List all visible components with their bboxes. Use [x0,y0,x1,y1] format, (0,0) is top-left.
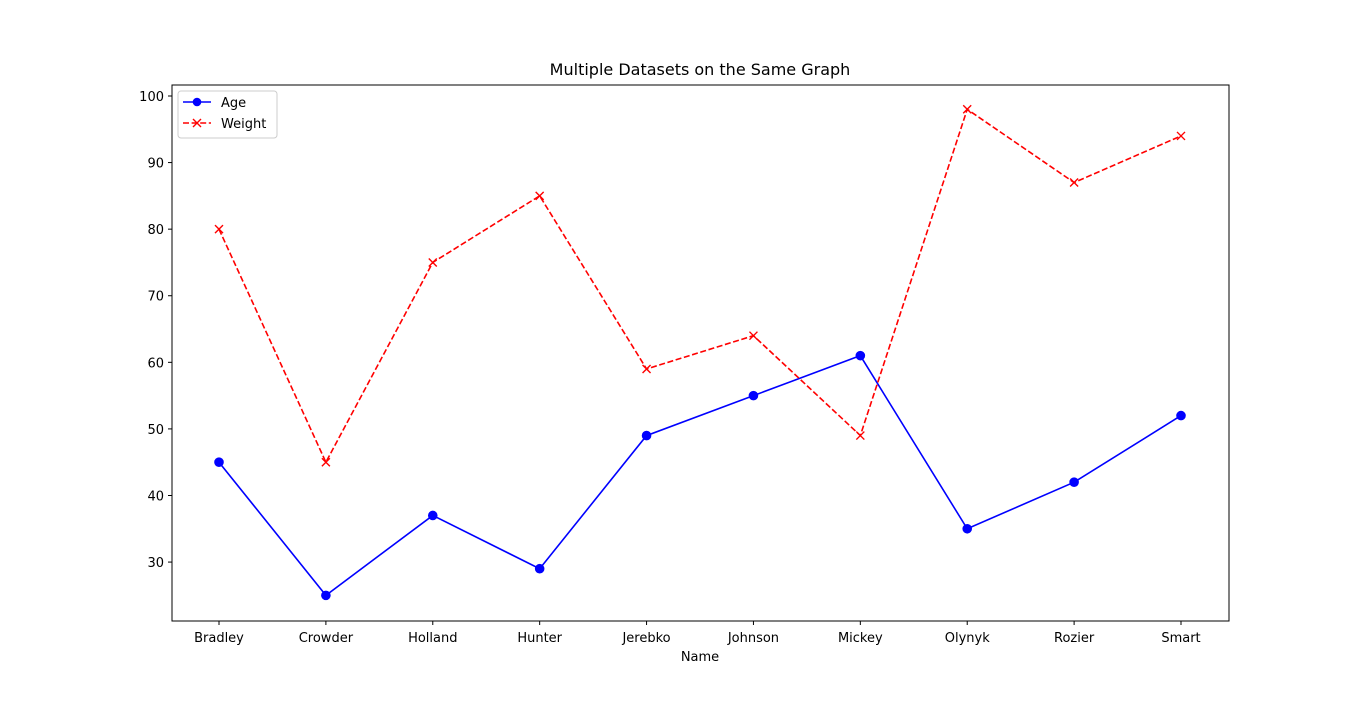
y-tick-label: 90 [147,157,164,172]
y-tick-label: 100 [139,90,164,105]
y-tick-label: 80 [147,223,164,238]
data-point-weight [962,104,972,114]
y-tick-label: 70 [147,290,164,305]
x-tick-label: Holland [408,631,457,646]
data-point-age [641,430,652,441]
data-point-age [427,510,438,521]
plot-area-frame [171,84,1230,622]
x-tick-label: Johnson [727,631,779,646]
data-point-weight [428,257,438,267]
y-tick-label: 60 [147,356,164,371]
data-point-age [534,563,545,574]
legend-item-age: Age [183,96,246,111]
series-line-age [218,354,1182,597]
series-age [214,350,1186,601]
x-axis-label: Name [681,650,719,665]
data-point-age [214,457,224,467]
data-point-weight [535,191,545,201]
x-axis: Bradley Crowder Holland Hunter Jerebko Johnso… [194,621,1201,646]
x-tick-label: Mickey [838,631,883,646]
data-point-weight [748,331,758,341]
x-tick-label: Olynyk [945,631,990,646]
x-tick-label: Crowder [299,631,354,646]
x-tick-label: Jerebko [621,631,670,646]
legend-marker-circle [192,97,202,107]
legend-marker-x [192,118,202,128]
x-tick-label: Smart [1161,631,1200,646]
chart-title: Multiple Datasets on the Same Graph [550,60,851,79]
series-line-weight [218,108,1182,464]
y-axis: 30 40 50 60 70 80 90 100 [139,90,172,571]
data-point-age [962,523,973,534]
legend: Age Weight [177,90,278,139]
legend-label: Weight [221,117,266,132]
y-tick-label: 30 [147,556,164,571]
y-tick-label: 50 [147,423,164,438]
x-tick-label: Hunter [517,631,562,646]
legend-item-weight: Weight [183,117,266,132]
data-point-weight [855,431,865,441]
data-point-weight [214,224,224,234]
data-point-age [1176,410,1186,421]
data-point-weight [1069,178,1079,188]
x-tick-label: Bradley [194,631,244,646]
legend-label: Age [221,96,246,111]
x-tick-label: Rozier [1054,631,1095,646]
data-point-age [1069,477,1079,487]
series-layer [214,104,1186,601]
data-point-age [748,390,759,401]
data-point-age [321,590,331,601]
series-weight [214,104,1186,467]
data-point-weight [321,457,331,467]
y-tick-label: 40 [147,489,164,504]
data-point-age [855,350,866,361]
data-point-weight [1176,131,1186,141]
data-point-weight [642,364,652,374]
